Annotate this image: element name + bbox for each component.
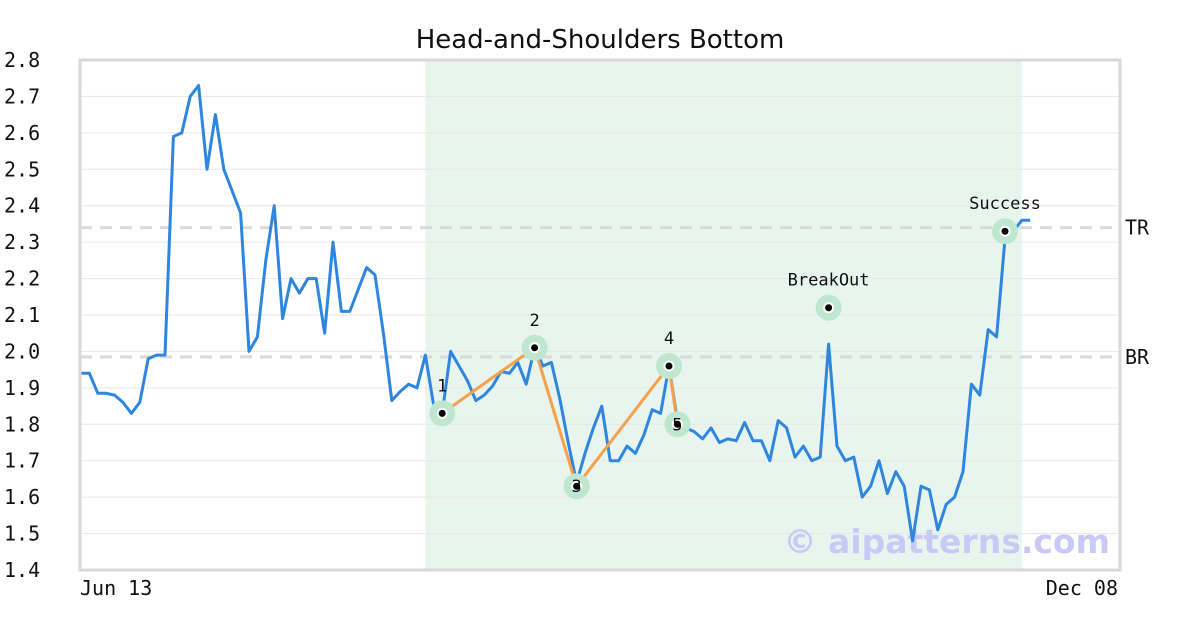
- price-line: [81, 84, 1031, 543]
- marker-label: 1: [437, 376, 447, 396]
- marker-dot: [1001, 227, 1009, 235]
- marker-label: 2: [529, 311, 539, 331]
- level-label: BR: [1125, 345, 1150, 369]
- marker-dot: [673, 420, 681, 428]
- y-tick-label: 2.7: [4, 84, 40, 108]
- y-tick-label: 2.0: [4, 339, 40, 363]
- marker-label: 4: [664, 329, 674, 349]
- pattern-markers: 1 2 3 4 5 BreakOut Success: [429, 194, 1041, 500]
- pattern-segment: [533, 347, 579, 487]
- y-tick-label: 2.5: [4, 157, 40, 181]
- marker-dot: [573, 482, 581, 490]
- y-tick-label: 2.2: [4, 267, 40, 291]
- x-tick-end: Dec 08: [1046, 576, 1118, 600]
- y-tick-label: 1.4: [4, 558, 40, 582]
- watermark: © aipatterns.com: [784, 522, 1110, 561]
- marker-label: 3: [571, 477, 581, 497]
- y-tick-label: 1.7: [4, 449, 40, 473]
- level-label: TR: [1125, 216, 1150, 240]
- marker-dot: [825, 304, 833, 312]
- plot-frame: [78, 58, 1122, 572]
- marker-dot: [531, 344, 539, 352]
- y-tick-label: 2.8: [4, 48, 40, 72]
- y-tick-label: 2.4: [4, 194, 40, 218]
- marker-label: Success: [969, 194, 1041, 214]
- marker-dot: [665, 362, 673, 370]
- chart-title: Head-and-Shoulders Bottom: [416, 25, 785, 55]
- marker-label: BreakOut: [788, 271, 870, 291]
- y-tick-label: 2.6: [4, 121, 40, 145]
- y-axis-ticks: 2.8 2.7 2.6 2.5 2.4 2.3 2.2 2.1 2.0 1.9 1.8 1.7 1.6 1…: [4, 48, 40, 582]
- y-tick-label: 2.1: [4, 303, 40, 327]
- marker-label: 5: [672, 415, 682, 435]
- y-tick-label: 2.3: [4, 230, 40, 254]
- x-tick-start: Jun 13: [80, 576, 152, 600]
- level-lines: TR BR: [80, 216, 1150, 369]
- marker-dot: [438, 409, 446, 417]
- pattern-segment: [441, 346, 536, 415]
- y-tick-label: 1.9: [4, 376, 40, 400]
- y-tick-label: 1.5: [4, 522, 40, 546]
- y-tick-label: 1.6: [4, 485, 40, 509]
- pattern-segment: [575, 365, 671, 488]
- y-tick-label: 1.8: [4, 412, 40, 436]
